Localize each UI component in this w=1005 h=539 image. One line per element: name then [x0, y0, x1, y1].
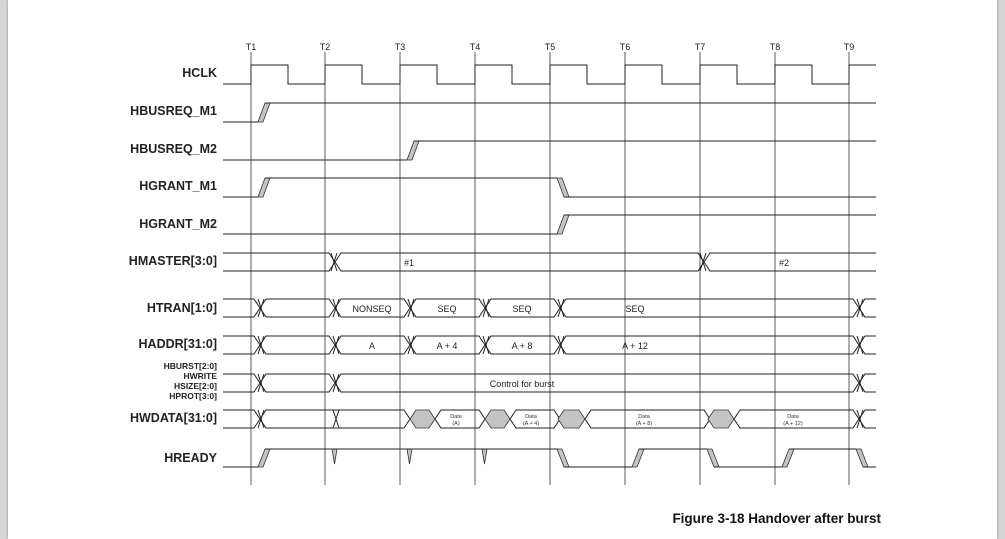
tick-t1: T1 — [246, 42, 257, 52]
wave-haddr: A A + 4 A + 8 A + 12 — [223, 335, 876, 355]
label-hgrant-m2: HGRANT_M2 — [139, 217, 217, 231]
haddr-value-3: A + 8 — [512, 341, 533, 351]
haddr-value-4: A + 12 — [622, 341, 648, 351]
hwdata-value-2-line2: (A + 4) — [523, 421, 540, 427]
tick-t7: T7 — [695, 42, 706, 52]
htran-value-2: SEQ — [437, 304, 456, 314]
wave-hbusreq-m2 — [223, 140, 876, 161]
label-hsize: HSIZE[2:0] — [174, 381, 217, 391]
hwdata-value-1-line2: (A) — [452, 421, 460, 427]
signal-labels: HCLK HBUSREQ_M1 HBUSREQ_M2 HGRANT_M1 HGR… — [129, 66, 218, 465]
hwdata-value-3-line2: (A + 8) — [636, 421, 653, 427]
wave-hgrant-m1 — [223, 177, 876, 198]
label-hwrite: HWRITE — [183, 371, 217, 381]
haddr-value-2: A + 4 — [437, 341, 458, 351]
label-hgrant-m1: HGRANT_M1 — [139, 179, 217, 193]
label-haddr: HADDR[31:0] — [139, 337, 217, 351]
htran-value-4: SEQ — [625, 304, 644, 314]
hmaster-value-1: #1 — [404, 258, 414, 268]
label-hready: HREADY — [164, 451, 217, 465]
label-hwdata: HWDATA[31:0] — [130, 411, 217, 425]
label-hburst: HBURST[2:0] — [164, 361, 218, 371]
wave-hwdata: Data (A) Data (A + 4) Data (A + 8) Data … — [223, 409, 876, 429]
hwdata-value-4-line1: Data — [787, 414, 800, 420]
hwdata-value-3-line1: Data — [638, 414, 651, 420]
label-hbusreq-m1: HBUSREQ_M1 — [130, 104, 217, 118]
htran-value-3: SEQ — [512, 304, 531, 314]
wave-hclk — [223, 64, 876, 85]
tick-t2: T2 — [320, 42, 331, 52]
label-hbusreq-m2: HBUSREQ_M2 — [130, 142, 217, 156]
tick-t3: T3 — [395, 42, 406, 52]
haddr-value-1: A — [369, 341, 375, 351]
hwdata-value-4-line2: (A + 12) — [783, 421, 803, 427]
label-hprot: HPROT[3:0] — [169, 391, 217, 401]
figure-caption: Figure 3-18 Handover after burst — [672, 511, 881, 526]
hmaster-value-2: #2 — [779, 258, 789, 268]
tick-t4: T4 — [470, 42, 481, 52]
wave-hmaster: #1 #2 — [223, 252, 876, 272]
label-hmaster: HMASTER[3:0] — [129, 254, 217, 268]
wave-hready — [223, 448, 876, 468]
tick-t9: T9 — [844, 42, 855, 52]
tick-t5: T5 — [545, 42, 556, 52]
label-hclk: HCLK — [182, 66, 217, 80]
label-htran: HTRAN[1:0] — [147, 301, 217, 315]
control-value: Control for burst — [490, 379, 555, 389]
htran-value-1: NONSEQ — [352, 304, 391, 314]
wave-hgrant-m2 — [223, 214, 876, 235]
clock-grid-lines — [250, 52, 850, 485]
wave-htran: NONSEQ SEQ SEQ SEQ — [223, 298, 876, 318]
hwdata-value-2-line1: Data — [525, 414, 538, 420]
clock-tick-labels: T1 T2 T3 T4 T5 T6 T7 T8 T9 — [246, 42, 855, 52]
wave-hbusreq-m1 — [223, 102, 876, 123]
tick-t8: T8 — [770, 42, 781, 52]
hwdata-value-1-line1: Data — [450, 414, 463, 420]
wave-control: Control for burst — [223, 373, 876, 393]
tick-t6: T6 — [620, 42, 631, 52]
